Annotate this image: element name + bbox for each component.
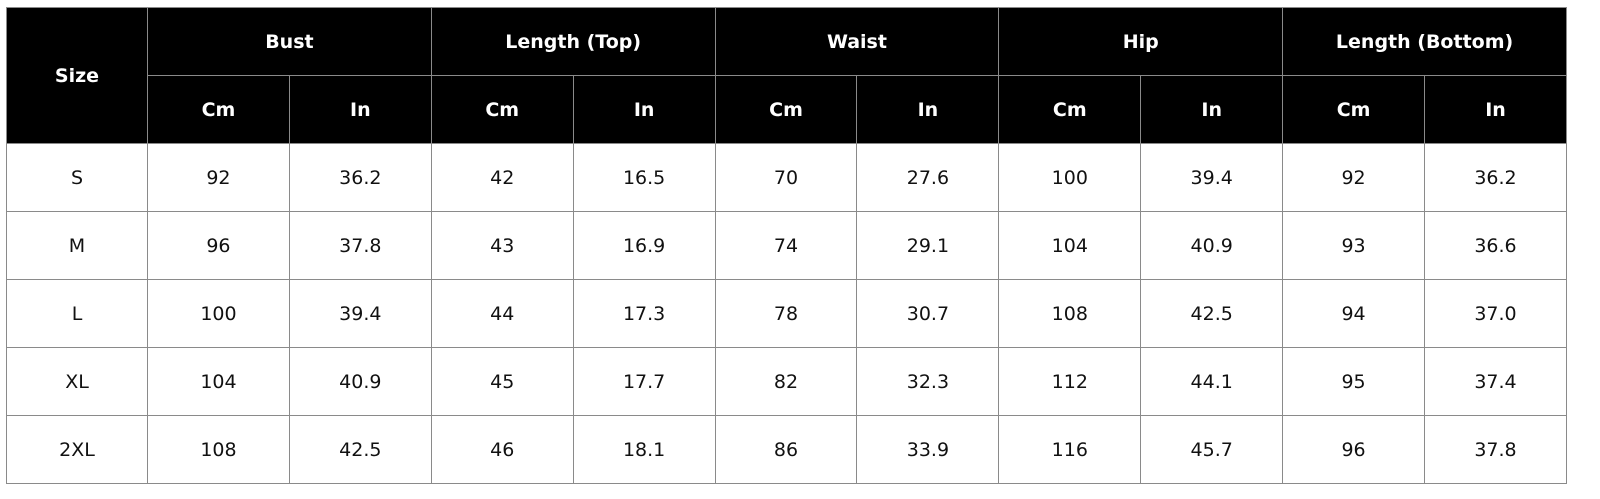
value-cell: 45 xyxy=(430,347,574,416)
value-cell: 86 xyxy=(714,415,858,484)
unit-header: Cm xyxy=(998,75,1142,144)
value-cell: 44 xyxy=(430,279,574,348)
subheader-row: Cm In Cm In Cm In Cm In Cm In xyxy=(7,75,1567,144)
value-cell: 37.0 xyxy=(1424,279,1567,348)
value-cell: 17.7 xyxy=(572,347,716,416)
value-cell: 27.6 xyxy=(856,143,1000,212)
group-header: Waist xyxy=(714,7,1000,76)
value-cell: 95 xyxy=(1282,347,1426,416)
unit-header: In xyxy=(856,75,1000,144)
value-cell: 96 xyxy=(147,211,290,280)
unit-header: In xyxy=(1424,75,1567,144)
value-cell: 29.1 xyxy=(856,211,1000,280)
value-cell: 16.9 xyxy=(572,211,716,280)
unit-header: Cm xyxy=(147,75,290,144)
value-cell: 70 xyxy=(714,143,858,212)
value-cell: 100 xyxy=(147,279,290,348)
data-row: L 100 39.4 44 17.3 78 30.7 108 42.5 94 37.0 xyxy=(6,279,1567,348)
value-cell: 116 xyxy=(998,415,1142,484)
value-cell: 94 xyxy=(1282,279,1426,348)
group-header: Hip xyxy=(998,7,1284,76)
value-cell: 32.3 xyxy=(856,347,1000,416)
table-body: S 92 36.2 42 16.5 70 27.6 100 39.4 92 36.2 M 96 37.8 4… xyxy=(6,143,1567,484)
size-cell: M xyxy=(6,211,148,280)
value-cell: 44.1 xyxy=(1140,347,1284,416)
unit-header: In xyxy=(1140,75,1284,144)
unit-header: Cm xyxy=(1282,75,1426,144)
value-cell: 36.6 xyxy=(1424,211,1567,280)
group-header: Length (Bottom) xyxy=(1282,7,1567,76)
header-row: Size Bust Length (Top) Waist Hip Length (Bot… xyxy=(6,7,1567,144)
data-row: XL 104 40.9 45 17.7 82 32.3 112 44.1 95 37.4 xyxy=(6,347,1567,416)
value-cell: 42.5 xyxy=(288,415,432,484)
size-header: Size xyxy=(6,7,148,144)
value-cell: 100 xyxy=(998,143,1142,212)
unit-header: Cm xyxy=(714,75,858,144)
value-cell: 104 xyxy=(147,347,290,416)
value-cell: 82 xyxy=(714,347,858,416)
value-cell: 45.7 xyxy=(1140,415,1284,484)
value-cell: 78 xyxy=(714,279,858,348)
data-row: M 96 37.8 43 16.9 74 29.1 104 40.9 93 36.6 xyxy=(6,211,1567,280)
group-header: Bust xyxy=(147,7,432,76)
data-row: S 92 36.2 42 16.5 70 27.6 100 39.4 92 36.2 xyxy=(6,143,1567,212)
value-cell: 96 xyxy=(1282,415,1426,484)
size-cell: L xyxy=(6,279,148,348)
unit-header: In xyxy=(572,75,716,144)
group-header: Length (Top) xyxy=(430,7,716,76)
value-cell: 39.4 xyxy=(288,279,432,348)
value-cell: 42 xyxy=(430,143,574,212)
value-cell: 74 xyxy=(714,211,858,280)
value-cell: 46 xyxy=(430,415,574,484)
size-cell: 2XL xyxy=(6,415,148,484)
value-cell: 33.9 xyxy=(856,415,1000,484)
value-cell: 36.2 xyxy=(1424,143,1567,212)
value-cell: 16.5 xyxy=(572,143,716,212)
value-cell: 108 xyxy=(147,415,290,484)
value-cell: 112 xyxy=(998,347,1142,416)
value-cell: 30.7 xyxy=(856,279,1000,348)
size-cell: S xyxy=(6,143,148,212)
value-cell: 37.8 xyxy=(288,211,432,280)
unit-header: In xyxy=(288,75,432,144)
value-cell: 37.4 xyxy=(1424,347,1567,416)
value-cell: 93 xyxy=(1282,211,1426,280)
size-table: Size Bust Length (Top) Waist Hip Length (Bot… xyxy=(6,7,1567,484)
value-cell: 39.4 xyxy=(1140,143,1284,212)
value-cell: 36.2 xyxy=(288,143,432,212)
value-cell: 43 xyxy=(430,211,574,280)
value-cell: 108 xyxy=(998,279,1142,348)
value-cell: 104 xyxy=(998,211,1142,280)
value-cell: 92 xyxy=(147,143,290,212)
value-cell: 40.9 xyxy=(1140,211,1284,280)
size-cell: XL xyxy=(6,347,148,416)
value-cell: 92 xyxy=(1282,143,1426,212)
value-cell: 42.5 xyxy=(1140,279,1284,348)
value-cell: 18.1 xyxy=(572,415,716,484)
value-cell: 40.9 xyxy=(288,347,432,416)
value-cell: 17.3 xyxy=(572,279,716,348)
data-row: 2XL 108 42.5 46 18.1 86 33.9 116 45.7 96 37.8 xyxy=(6,415,1567,484)
value-cell: 37.8 xyxy=(1424,415,1567,484)
unit-header: Cm xyxy=(430,75,574,144)
